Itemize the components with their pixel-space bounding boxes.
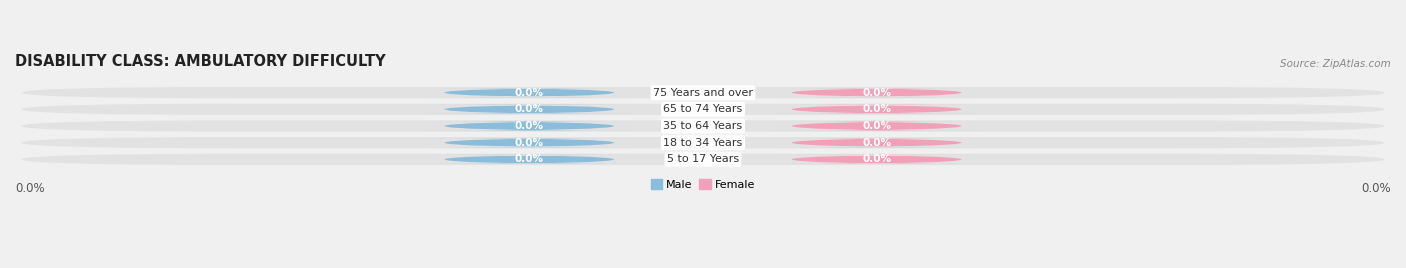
Text: 65 to 74 Years: 65 to 74 Years [664, 104, 742, 114]
Text: 0.0%: 0.0% [515, 154, 544, 164]
Text: 0.0%: 0.0% [515, 121, 544, 131]
Text: 0.0%: 0.0% [515, 88, 544, 98]
FancyBboxPatch shape [427, 155, 631, 164]
Text: 5 to 17 Years: 5 to 17 Years [666, 154, 740, 164]
FancyBboxPatch shape [427, 105, 631, 114]
Text: 0.0%: 0.0% [862, 154, 891, 164]
Text: 18 to 34 Years: 18 to 34 Years [664, 138, 742, 148]
FancyBboxPatch shape [427, 138, 631, 147]
FancyBboxPatch shape [21, 137, 1385, 148]
Text: 0.0%: 0.0% [862, 88, 891, 98]
FancyBboxPatch shape [775, 105, 979, 114]
FancyBboxPatch shape [21, 154, 1385, 165]
FancyBboxPatch shape [427, 88, 631, 97]
FancyBboxPatch shape [775, 121, 979, 131]
FancyBboxPatch shape [21, 87, 1385, 98]
Text: DISABILITY CLASS: AMBULATORY DIFFICULTY: DISABILITY CLASS: AMBULATORY DIFFICULTY [15, 54, 385, 69]
Text: 0.0%: 0.0% [862, 121, 891, 131]
Text: 0.0%: 0.0% [515, 104, 544, 114]
FancyBboxPatch shape [775, 88, 979, 97]
FancyBboxPatch shape [21, 104, 1385, 115]
Text: 0.0%: 0.0% [862, 104, 891, 114]
Text: 0.0%: 0.0% [515, 138, 544, 148]
Text: 35 to 64 Years: 35 to 64 Years [664, 121, 742, 131]
FancyBboxPatch shape [775, 138, 979, 147]
FancyBboxPatch shape [775, 155, 979, 164]
FancyBboxPatch shape [21, 120, 1385, 132]
Legend: Male, Female: Male, Female [647, 175, 759, 194]
Text: 75 Years and over: 75 Years and over [652, 88, 754, 98]
Text: 0.0%: 0.0% [15, 182, 45, 195]
FancyBboxPatch shape [427, 121, 631, 131]
Text: 0.0%: 0.0% [862, 138, 891, 148]
Text: Source: ZipAtlas.com: Source: ZipAtlas.com [1281, 59, 1391, 69]
Text: 0.0%: 0.0% [1361, 182, 1391, 195]
